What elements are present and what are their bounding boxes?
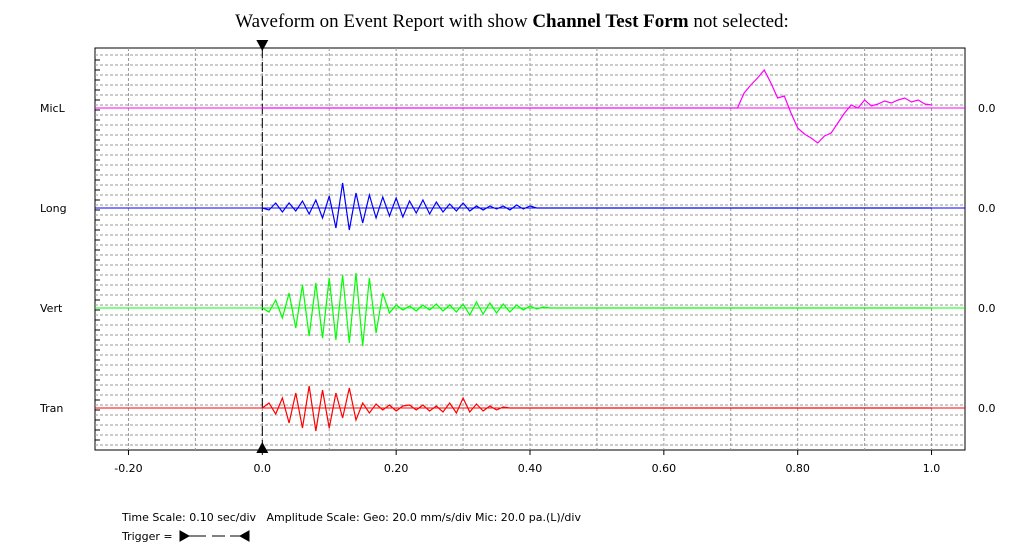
channel-name: MicL xyxy=(40,102,66,115)
waveform xyxy=(262,68,932,144)
x-tick-label: 0.60 xyxy=(652,462,677,475)
channel-name: Vert xyxy=(40,302,63,315)
channel-name: Long xyxy=(40,202,67,215)
baseline-label: 0.0 xyxy=(978,302,996,315)
x-tick-label: 1.0 xyxy=(923,462,941,475)
baseline-label: 0.0 xyxy=(978,202,996,215)
waveform xyxy=(261,272,932,347)
waveform xyxy=(262,182,932,231)
channel-name: Tran xyxy=(39,402,63,415)
trigger-legend: Trigger = xyxy=(121,530,173,543)
trigger-legend-icon xyxy=(179,530,250,542)
x-tick-label: -0.20 xyxy=(114,462,142,475)
x-tick-label: 0.20 xyxy=(384,462,409,475)
baseline-label: 0.0 xyxy=(978,402,996,415)
x-tick-label: 0.80 xyxy=(785,462,810,475)
waveform xyxy=(261,385,932,432)
footer: Time Scale: 0.10 sec/div Amplitude Scale… xyxy=(121,511,581,524)
trigger-bottom xyxy=(256,442,269,453)
x-tick-label: 0.0 xyxy=(254,462,272,475)
baseline-label: 0.0 xyxy=(978,102,996,115)
x-tick-label: 0.40 xyxy=(518,462,543,475)
trigger-top xyxy=(256,40,269,51)
chart-title: Waveform on Event Report with show Chann… xyxy=(235,11,789,32)
